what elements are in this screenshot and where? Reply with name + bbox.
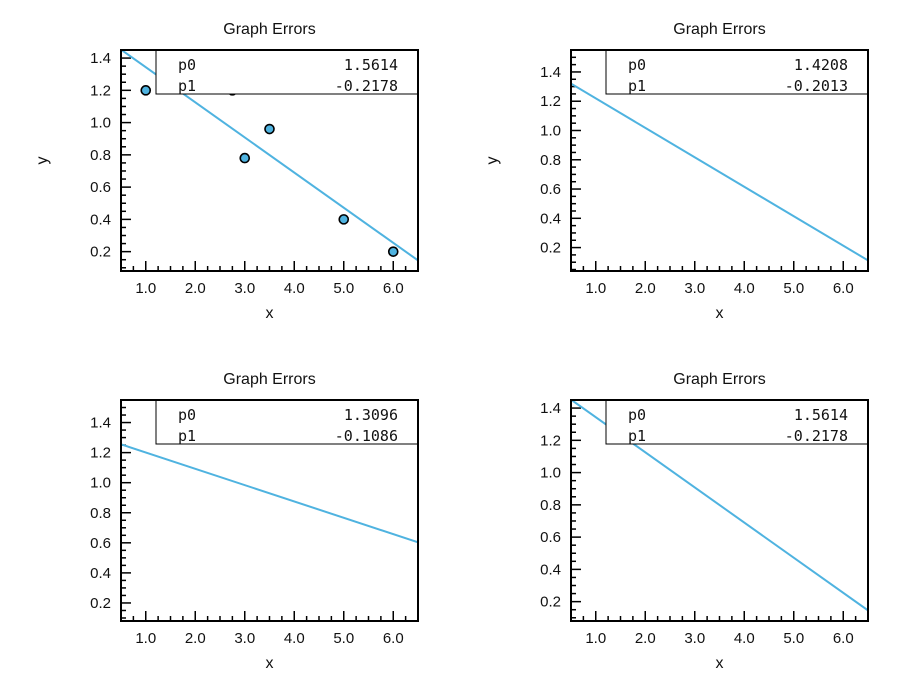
x-tick-label: 4.0 [734,630,755,647]
stats-param-name: p0 [178,406,196,424]
x-tick-label: 5.0 [783,280,804,297]
stats-param-value: 1.3096 [344,406,398,424]
stats-param-name: p0 [178,56,196,74]
x-tick-label: 2.0 [635,280,656,297]
data-point [387,246,399,257]
y-tick-label: 0.4 [540,561,561,578]
y-tick-label: 0.2 [90,595,111,612]
x-axis-label: x [266,655,274,672]
stats-param-name: p1 [628,77,646,95]
x-tick-label: 4.0 [734,280,755,297]
x-tick-label: 5.0 [783,630,804,647]
stats-param-name: p1 [178,77,196,95]
x-tick-label: 4.0 [284,280,305,297]
x-tick-label: 6.0 [833,630,854,647]
y-tick-label: 0.2 [540,594,561,611]
plot-frame [120,49,419,272]
chart-panel-4: Graph Errors x 1.0 2.0 3.0 4.0 5.0 6.0 0.2 0.4 0.6… [540,371,869,672]
stats-param-value: -0.2013 [785,77,848,95]
fit-line [121,443,418,544]
x-tick-label: 6.0 [383,280,404,297]
data-point [264,123,275,135]
y-tick-label: 0.4 [540,210,561,227]
chart-title: Graph Errors [223,371,315,388]
y-tick-label: 0.8 [90,505,111,522]
x-tick-label: 1.0 [135,630,156,647]
y-tick-label: 1.0 [90,115,111,132]
y-tick-label: 1.0 [540,465,561,482]
stats-param-value: -0.2178 [335,77,398,95]
stats-param-value: -0.2178 [785,427,848,445]
y-tick-label: 0.2 [540,240,561,257]
x-tick-label: 1.0 [585,630,606,647]
stats-param-value: 1.4208 [794,56,848,74]
stats-box [605,399,869,445]
y-tick-label: 0.8 [540,497,561,514]
y-tick-label: 0.2 [90,244,111,261]
stats-param-value: 1.5614 [794,406,848,424]
x-axis-label: x [716,655,724,672]
y-tick-label: 1.2 [540,93,561,110]
stats-param-value: 1.5614 [344,56,398,74]
stats-param-name: p0 [628,56,646,74]
x-tick-label: 2.0 [635,630,656,647]
chart-title: Graph Errors [223,21,315,38]
y-tick-label: 1.2 [90,82,111,99]
data-point [140,85,152,96]
y-tick-label: 1.2 [540,432,561,449]
y-tick-label: 1.4 [540,64,561,81]
plot-frame [570,49,869,272]
stats-box [155,49,419,95]
x-tick-label: 1.0 [135,280,156,297]
y-tick-label: 0.6 [540,529,561,546]
y-tick-label: 1.0 [90,475,111,492]
chart-title: Graph Errors [673,371,765,388]
chart-panel-1: Graph Errors x y 1.0 2.0 3.0 4.0 5.0 6.0 0.2 0.4 0.… [34,21,419,322]
y-tick-label: 1.2 [90,445,111,462]
stats-param-value: -0.1086 [335,427,398,445]
y-tick-label: 0.8 [540,152,561,169]
plot-frame [120,399,419,622]
x-tick-label: 3.0 [684,630,705,647]
plot-frame [570,399,869,622]
y-tick-label: 1.0 [540,122,561,139]
x-tick-label: 3.0 [684,280,705,297]
y-tick-label: 0.8 [90,147,111,164]
stats-box [155,399,419,445]
x-axis-label: x [266,305,274,322]
fit-line [571,82,868,262]
x-tick-label: 3.0 [234,280,255,297]
y-tick-label: 0.6 [90,179,111,196]
data-point [338,214,350,225]
stats-param-name: p0 [628,406,646,424]
x-tick-label: 5.0 [333,630,354,647]
x-tick-label: 6.0 [833,280,854,297]
y-tick-label: 0.6 [540,181,561,198]
data-point [239,152,251,164]
chart-title: Graph Errors [673,21,765,38]
y-tick-label: 1.4 [90,50,111,67]
chart-panel-3: Graph Errors x 1.0 2.0 3.0 4.0 5.0 6.0 0.2 0.4 0.6… [90,371,419,672]
chart-panel-2: Graph Errors x y 1.0 2.0 3.0 4.0 5.0 6.0 0.2 0.4 0.… [484,21,869,322]
stats-param-name: p1 [178,427,196,445]
y-tick-label: 0.6 [90,535,111,552]
x-tick-label: 1.0 [585,280,606,297]
x-tick-label: 3.0 [234,630,255,647]
y-axis-label: y [484,157,501,165]
x-tick-label: 2.0 [185,630,206,647]
y-tick-label: 1.4 [540,400,561,417]
y-tick-label: 1.4 [90,415,111,432]
x-axis-label: x [716,305,724,322]
x-tick-label: 2.0 [185,280,206,297]
y-axis-label: y [34,157,51,165]
y-tick-label: 0.4 [90,211,111,228]
x-tick-label: 5.0 [333,280,354,297]
x-tick-label: 4.0 [284,630,305,647]
y-tick-label: 0.4 [90,565,111,582]
stats-param-name: p1 [628,427,646,445]
x-tick-label: 6.0 [383,630,404,647]
